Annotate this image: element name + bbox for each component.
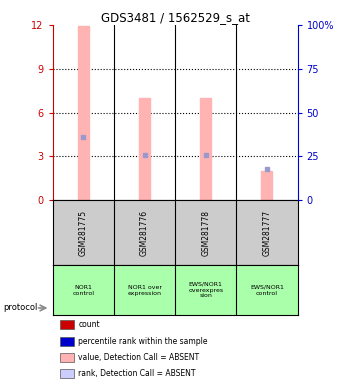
Text: value, Detection Call = ABSENT: value, Detection Call = ABSENT — [79, 353, 200, 362]
Text: rank, Detection Call = ABSENT: rank, Detection Call = ABSENT — [79, 369, 196, 378]
FancyBboxPatch shape — [60, 320, 73, 329]
Bar — [200, 98, 211, 200]
Text: percentile rank within the sample: percentile rank within the sample — [79, 337, 208, 346]
Title: GDS3481 / 1562529_s_at: GDS3481 / 1562529_s_at — [101, 11, 250, 24]
Text: protocol: protocol — [3, 303, 38, 313]
Text: count: count — [79, 320, 100, 329]
FancyBboxPatch shape — [60, 337, 73, 346]
Text: NOR1 over
expression: NOR1 over expression — [128, 285, 162, 296]
FancyBboxPatch shape — [60, 369, 73, 378]
FancyBboxPatch shape — [60, 353, 73, 362]
Text: EWS/NOR1
overexpres
sion: EWS/NOR1 overexpres sion — [188, 282, 223, 298]
Text: EWS/NOR1
control: EWS/NOR1 control — [250, 285, 284, 296]
Text: GSM281777: GSM281777 — [262, 210, 271, 256]
Text: NOR1
control: NOR1 control — [72, 285, 94, 296]
Text: GSM281775: GSM281775 — [79, 210, 88, 256]
Bar — [261, 171, 272, 200]
Bar — [78, 26, 89, 200]
Text: GSM281778: GSM281778 — [201, 210, 210, 256]
Bar — [139, 98, 150, 200]
Text: GSM281776: GSM281776 — [140, 210, 149, 256]
